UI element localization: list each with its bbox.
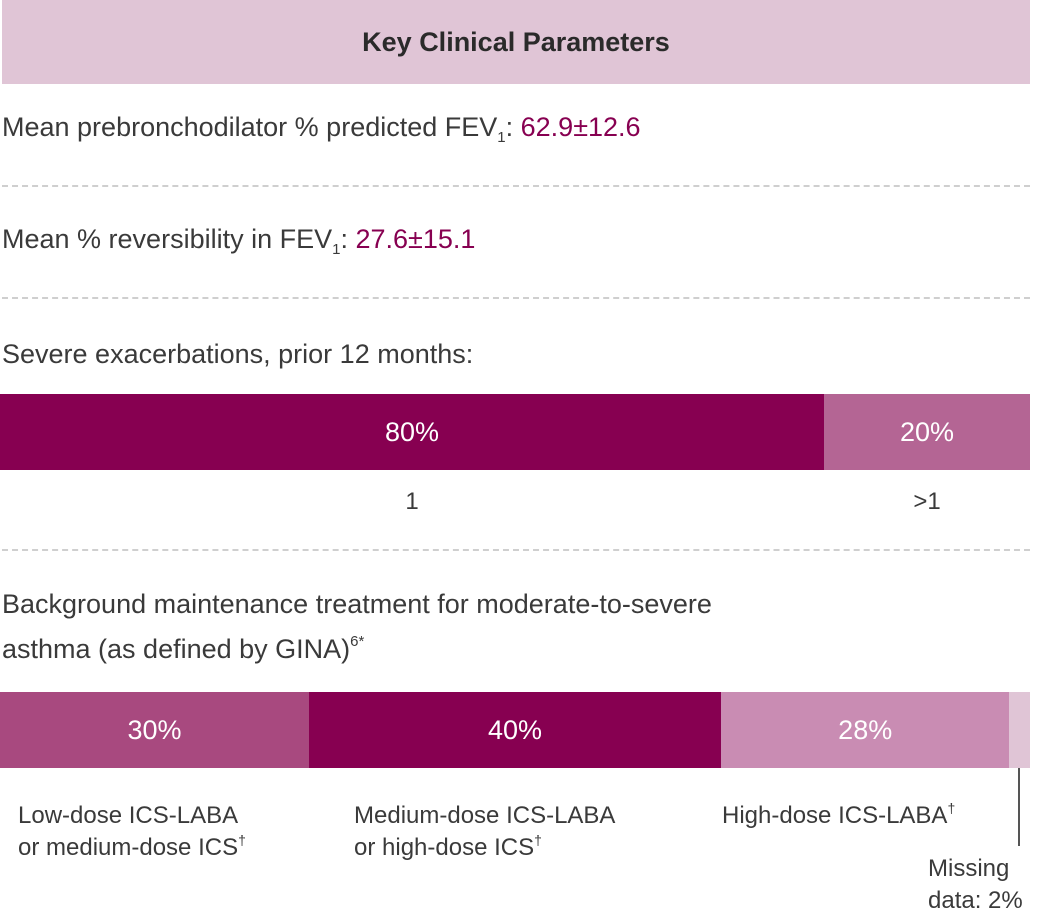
category-label: 1 [405,488,419,515]
treatment-bar: 30% 40% 28% [0,692,1030,768]
exacerbations-title: Severe exacerbations, prior 12 months: [2,339,474,369]
bar-segment: 20% [824,394,1030,470]
bar-segment [1009,692,1030,768]
treatment-title-footnote: 6* [350,633,365,650]
reversibility-subscript: 1 [332,241,341,258]
category-label-line1: Medium-dose ICS-LABA [354,802,616,829]
reversibility-label: Mean % reversibility in FEV [2,224,333,254]
treatment-title: Background maintenance treatment for mod… [2,582,712,672]
category-label: High-dose ICS-LABA† [722,800,955,832]
category-label: >1 [913,488,941,515]
category-label-line2: or medium-dose ICS [18,834,239,861]
missing-data-leader-line [1018,768,1020,846]
category-label-line2: data: 2% [928,887,1023,914]
category-label: Low-dose ICS-LABA or medium-dose ICS† [18,800,246,864]
reversibility-stat: Mean % reversibility in FEV1: 27.6±15.1 [2,224,476,258]
exacerbations-bar: 80% 20% [0,394,1030,470]
category-label-footnote: † [947,800,956,816]
category-label-footnote: † [534,832,542,848]
category-label-footnote: † [238,832,246,848]
reversibility-colon: : [340,224,356,254]
header-title: Key Clinical Parameters [362,26,670,57]
fev1-value: 62.9±12.6 [520,112,641,142]
bar-segment: 30% [0,692,309,768]
divider [2,549,1030,551]
fev1-subscript: 1 [497,129,506,146]
category-label-line1: Missing [928,855,1010,882]
category-label: Missing data: 2% [928,853,1023,917]
treatment-title-line1: Background maintenance treatment for mod… [2,589,712,619]
bar-segment: 80% [0,394,824,470]
treatment-title-line2: asthma (as defined by GINA) [2,634,351,664]
category-label-line1: Low-dose ICS-LABA [18,802,239,829]
category-label-line2: or high-dose ICS [354,834,535,861]
fev1-label: Mean prebronchodilator % predicted FEV [2,112,498,142]
bar-segment: 40% [309,692,721,768]
table-header: Key Clinical Parameters [2,0,1030,84]
category-label: Medium-dose ICS-LABA or high-dose ICS† [354,800,615,864]
fev1-stat: Mean prebronchodilator % predicted FEV1:… [2,112,641,146]
bar-segment: 28% [721,692,1010,768]
reversibility-value: 27.6±15.1 [355,224,476,254]
divider [2,185,1030,187]
category-label-line1: High-dose ICS-LABA [722,802,948,829]
fev1-colon: : [505,112,521,142]
divider [2,297,1030,299]
